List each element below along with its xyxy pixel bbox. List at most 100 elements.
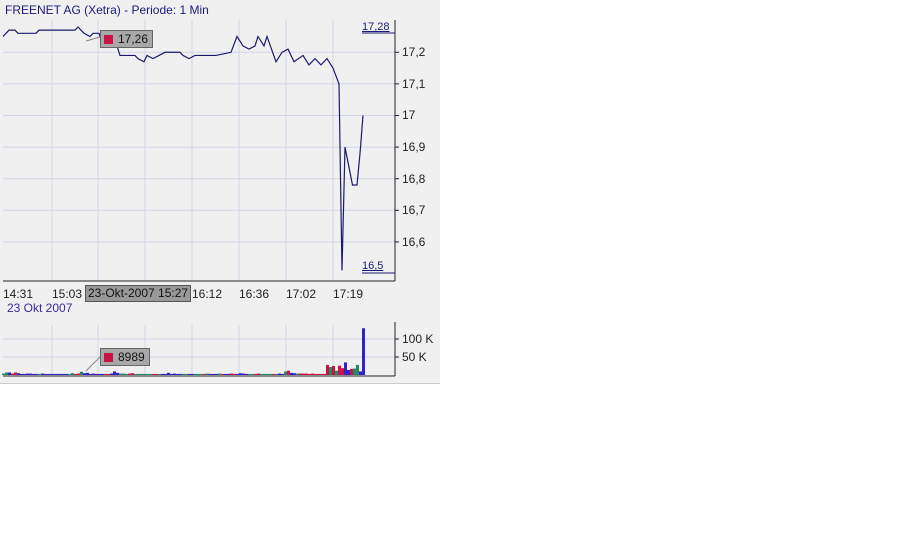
volume-bar bbox=[248, 373, 251, 375]
volume-bar bbox=[188, 373, 191, 375]
volume-bar bbox=[335, 370, 338, 375]
volume-bar bbox=[185, 373, 188, 375]
volume-bar bbox=[128, 373, 131, 375]
volume-bar bbox=[149, 373, 152, 375]
volume-bar bbox=[296, 373, 299, 375]
volume-bar bbox=[353, 368, 356, 375]
price-tooltip: 17,26 bbox=[100, 30, 154, 48]
x-tick-label: 16:36 bbox=[239, 287, 270, 301]
volume-bar bbox=[326, 364, 329, 375]
volume-bar bbox=[311, 373, 314, 375]
y-tick-label: 16,6 bbox=[402, 234, 426, 249]
volume-bar bbox=[308, 373, 311, 375]
tooltip-pointer bbox=[85, 356, 101, 372]
x-tick-label: 15:03 bbox=[52, 287, 83, 301]
volume-bar bbox=[71, 373, 74, 375]
volume-bar bbox=[8, 372, 11, 375]
volume-bar bbox=[44, 373, 47, 375]
volume-bar bbox=[329, 367, 332, 375]
volume-bar bbox=[173, 373, 176, 375]
y-tick-label: 17,1 bbox=[402, 76, 426, 91]
volume-bar bbox=[29, 373, 32, 375]
volume-bar bbox=[293, 373, 296, 375]
volume-bar bbox=[287, 370, 290, 375]
volume-bar bbox=[89, 373, 92, 375]
volume-bar bbox=[56, 373, 59, 375]
volume-tick-label: 100 K bbox=[402, 332, 434, 346]
date-label: 23 Okt 2007 bbox=[7, 301, 73, 315]
volume-bar bbox=[14, 372, 17, 375]
volume-bar bbox=[53, 373, 56, 375]
volume-tick-label: 50 K bbox=[402, 350, 427, 364]
volume-bar bbox=[245, 373, 248, 375]
volume-bar bbox=[77, 373, 80, 375]
volume-bar bbox=[125, 373, 128, 375]
volume-bar bbox=[35, 373, 38, 375]
volume-bar bbox=[344, 362, 347, 375]
volume-bar bbox=[140, 373, 143, 375]
volume-bar bbox=[80, 371, 83, 375]
volume-bar bbox=[92, 373, 95, 375]
x-tick-label: 16:12 bbox=[192, 287, 223, 301]
y-tick-label: 17 bbox=[402, 108, 416, 123]
volume-bar bbox=[176, 373, 179, 375]
volume-bar bbox=[65, 373, 68, 375]
volume-bar bbox=[116, 372, 119, 375]
volume-bar bbox=[68, 373, 71, 375]
volume-bar bbox=[218, 373, 221, 375]
volume-bar bbox=[191, 373, 194, 375]
volume-bar bbox=[338, 365, 341, 375]
volume-bar bbox=[131, 373, 134, 375]
volume-bar bbox=[146, 373, 149, 375]
volume-bar bbox=[239, 373, 242, 375]
volume-bar bbox=[236, 373, 239, 375]
volume-bar bbox=[272, 373, 275, 375]
volume-bar bbox=[20, 373, 23, 375]
volume-bar bbox=[362, 328, 365, 375]
volume-bar bbox=[2, 373, 5, 375]
volume-bar bbox=[341, 368, 344, 375]
volume-bar bbox=[314, 373, 317, 375]
volume-bar bbox=[83, 373, 86, 375]
y-tick-label: 16,7 bbox=[402, 203, 426, 218]
volume-bar bbox=[5, 372, 8, 375]
chart-canvas[interactable] bbox=[0, 0, 440, 383]
volume-bar bbox=[200, 373, 203, 375]
volume-bar bbox=[74, 373, 77, 375]
volume-bar bbox=[350, 368, 353, 375]
volume-bar bbox=[260, 373, 263, 375]
volume-bar bbox=[38, 373, 41, 375]
volume-bar bbox=[317, 373, 320, 375]
volume-bar bbox=[101, 373, 104, 375]
volume-bar bbox=[161, 373, 164, 375]
y-low-label: 16,5 bbox=[362, 260, 384, 272]
volume-bar bbox=[59, 373, 62, 375]
volume-bar bbox=[212, 373, 215, 375]
volume-bar bbox=[17, 373, 20, 375]
price-tooltip-value: 17,26 bbox=[118, 32, 149, 46]
volume-bar bbox=[221, 373, 224, 375]
volume-bar bbox=[155, 373, 158, 375]
volume-bar bbox=[233, 373, 236, 375]
x-tick-label: 14:31 bbox=[3, 287, 34, 301]
volume-bar bbox=[347, 369, 350, 375]
chart-widget: FREENET AG (Xetra) - Periode: 1 Min 17,2… bbox=[0, 0, 440, 384]
tooltip-pointer bbox=[85, 36, 101, 42]
volume-tooltip-value: 8989 bbox=[118, 350, 145, 364]
volume-tooltip: 8989 bbox=[100, 348, 150, 366]
crosshair-time-label: 23-Okt-2007 15:27 bbox=[85, 285, 192, 302]
volume-bar bbox=[263, 373, 266, 375]
volume-bar bbox=[86, 372, 89, 375]
volume-bar bbox=[323, 373, 326, 375]
volume-bar bbox=[284, 371, 287, 375]
volume-bar bbox=[275, 373, 278, 375]
volume-bar bbox=[266, 373, 269, 375]
volume-bar bbox=[134, 373, 137, 375]
volume-bar bbox=[242, 373, 245, 375]
volume-bar bbox=[254, 373, 257, 375]
volume-bar bbox=[95, 373, 98, 375]
marker-icon bbox=[104, 35, 113, 44]
volume-bar bbox=[230, 373, 233, 375]
volume-bar bbox=[158, 373, 161, 375]
volume-bar bbox=[104, 373, 107, 375]
